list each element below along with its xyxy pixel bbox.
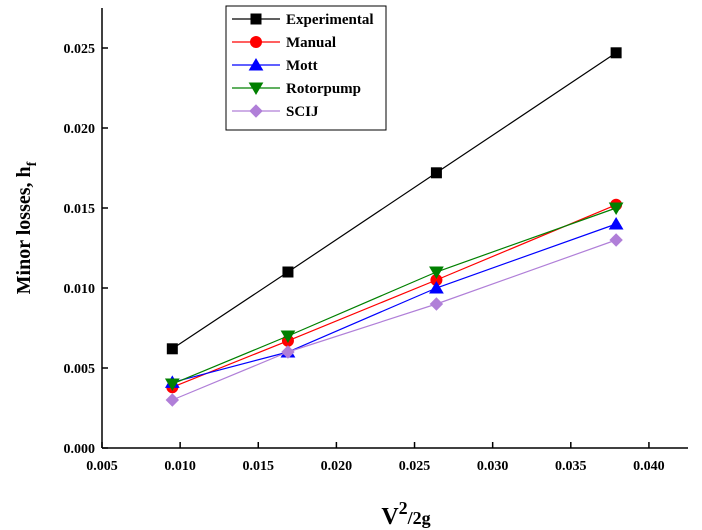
legend-label: SCIJ [286, 104, 319, 120]
legend-marker [248, 82, 264, 95]
y-tick-label: 0.005 [64, 362, 96, 377]
x-tick-label: 0.010 [164, 459, 196, 474]
y-axis-title-main: Minor losses, h [13, 166, 35, 294]
series-scij [165, 233, 623, 407]
legend-label: Rotorpump [286, 81, 361, 97]
data-point [608, 217, 624, 230]
y-tick-label: 0.000 [64, 442, 96, 457]
legend-item: Rotorpump [232, 81, 361, 97]
data-point [282, 266, 294, 278]
data-point [280, 330, 296, 343]
series-line [172, 204, 617, 388]
y-ticks: 0.000 0.005 0.010 0.015 0.020 0.025 [64, 42, 108, 457]
x-axis-title-sup: 2 [399, 498, 408, 518]
series-experimental [166, 47, 622, 355]
y-axis-title-sub: f [25, 161, 40, 166]
series-rotorpump [164, 202, 624, 391]
series-line [172, 207, 617, 385]
y-tick-label: 0.015 [64, 202, 96, 217]
series-line [172, 223, 617, 383]
series-line [172, 239, 617, 401]
x-tick-label: 0.035 [555, 459, 587, 474]
legend-label: Manual [286, 35, 336, 51]
data-point [281, 345, 295, 359]
legend-marker [249, 104, 263, 118]
x-axis-title-rest: /2g [407, 508, 431, 528]
plot-frame [101, 8, 688, 449]
x-tick-label: 0.025 [399, 459, 431, 474]
legend-marker [250, 13, 262, 25]
data-point [429, 297, 444, 311]
data-point [429, 281, 444, 294]
x-axis-title-main: V [381, 504, 399, 530]
x-tick-label: 0.015 [243, 459, 275, 474]
data-point [429, 266, 444, 279]
data-point [430, 167, 442, 179]
data-point [609, 233, 623, 247]
x-ticks: 0.005 0.010 0.015 0.020 0.025 0.030 0.035 0.040 [86, 442, 665, 474]
legend-marker [250, 36, 262, 48]
series-line [171, 52, 617, 350]
y-tick-label: 0.010 [64, 282, 96, 297]
legend-item: Manual [232, 35, 336, 51]
data-point [165, 393, 180, 407]
y-tick-label: 0.020 [64, 122, 96, 137]
series-layer [164, 47, 624, 407]
data-point [164, 378, 180, 391]
x-axis-title: V2/2g [381, 498, 430, 530]
x-tick-label: 0.005 [86, 459, 118, 474]
legend-item: SCIJ [232, 104, 319, 120]
legend-item: Mott [232, 58, 318, 74]
x-tick-label: 0.040 [633, 459, 665, 474]
legend-label: Experimental [286, 12, 374, 28]
data-point [608, 202, 624, 215]
data-point [166, 343, 178, 355]
data-point [610, 47, 622, 59]
y-axis-title: Minor losses, hf [13, 161, 40, 294]
x-tick-label: 0.030 [477, 459, 509, 474]
legend-label: Mott [286, 58, 318, 74]
y-tick-label: 0.025 [64, 42, 96, 57]
legend-marker [248, 58, 264, 71]
x-tick-label: 0.020 [321, 459, 353, 474]
series-manual [166, 198, 623, 394]
legend-item: Experimental [232, 12, 374, 28]
legend: Experimental Manual Mott Rotorpump SCIJ [225, 5, 387, 131]
